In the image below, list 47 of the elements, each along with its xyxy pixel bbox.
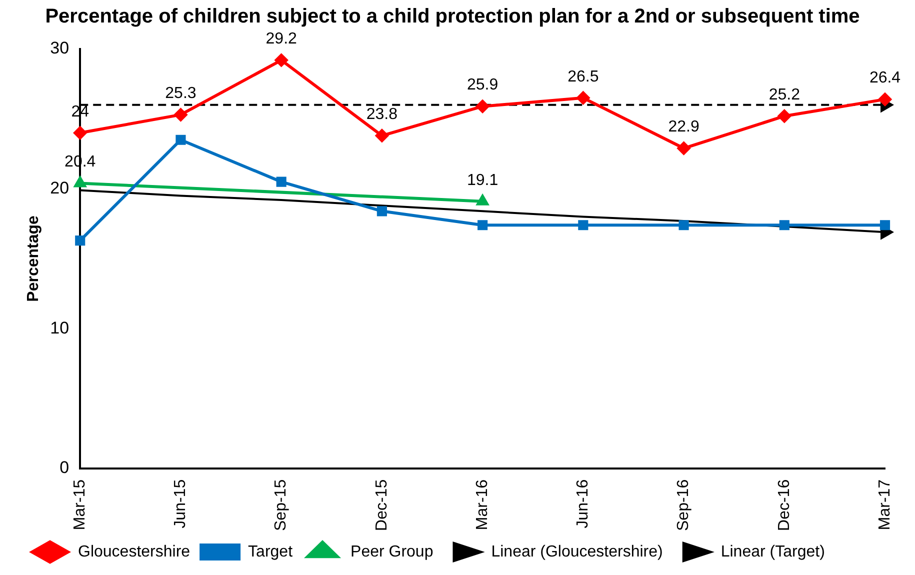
- y-tick-label: 10: [50, 318, 70, 338]
- point: [376, 206, 387, 216]
- point: [74, 176, 86, 188]
- legend-label: Gloucestershire: [78, 543, 190, 560]
- x-tick-label: Sep-16: [675, 479, 692, 531]
- x-tick-label: Dec-15: [373, 479, 390, 531]
- data-label: 25.9: [466, 76, 498, 94]
- x-tick-label: Mar-17: [876, 479, 894, 530]
- point: [578, 220, 588, 230]
- x-tick-label: Dec-16: [776, 479, 793, 531]
- data-label: 19.1: [466, 172, 498, 189]
- point: [276, 176, 286, 187]
- x-tick-label: Sep-15: [272, 479, 290, 531]
- data-label: 29.2: [266, 30, 298, 48]
- y-axis-title: Percentage: [25, 215, 42, 302]
- y-tick-label: 0: [60, 458, 70, 478]
- x-tick-label: Mar-15: [72, 479, 89, 530]
- legend-label: Target: [248, 543, 294, 560]
- legend-label: Linear (Target): [720, 543, 825, 560]
- data-label: 23.8: [366, 106, 398, 124]
- legend-label: Peer Group: [350, 543, 434, 560]
- data-label: 26.4: [869, 70, 901, 87]
- data-label: 22.9: [668, 118, 700, 136]
- x-tick-label: Mar-16: [474, 479, 491, 530]
- x-tick-label: Jun-16: [574, 479, 592, 528]
- point: [476, 100, 490, 113]
- point: [779, 220, 790, 230]
- point: [677, 142, 690, 155]
- point: [778, 110, 791, 123]
- point: [375, 129, 388, 142]
- y-tick-label: 30: [50, 38, 70, 58]
- point: [174, 108, 188, 122]
- y-tick-label: 20: [50, 178, 70, 198]
- point: [678, 220, 689, 230]
- point: [274, 54, 288, 67]
- point: [74, 126, 87, 140]
- point: [476, 194, 488, 206]
- point: [75, 235, 86, 246]
- legend-label: Linear (Gloucestershire): [491, 543, 663, 560]
- point: [478, 220, 488, 230]
- x-tick-label: Jun-15: [172, 479, 190, 528]
- data-label: 25.2: [768, 86, 800, 104]
- point: [576, 91, 590, 104]
- data-label: 26.5: [568, 68, 599, 86]
- chart-title: Percentage of children subject to a child protection plan for a 2nd or subsequent time: [45, 6, 860, 28]
- point: [176, 134, 186, 145]
- data-label: 25.3: [165, 85, 196, 102]
